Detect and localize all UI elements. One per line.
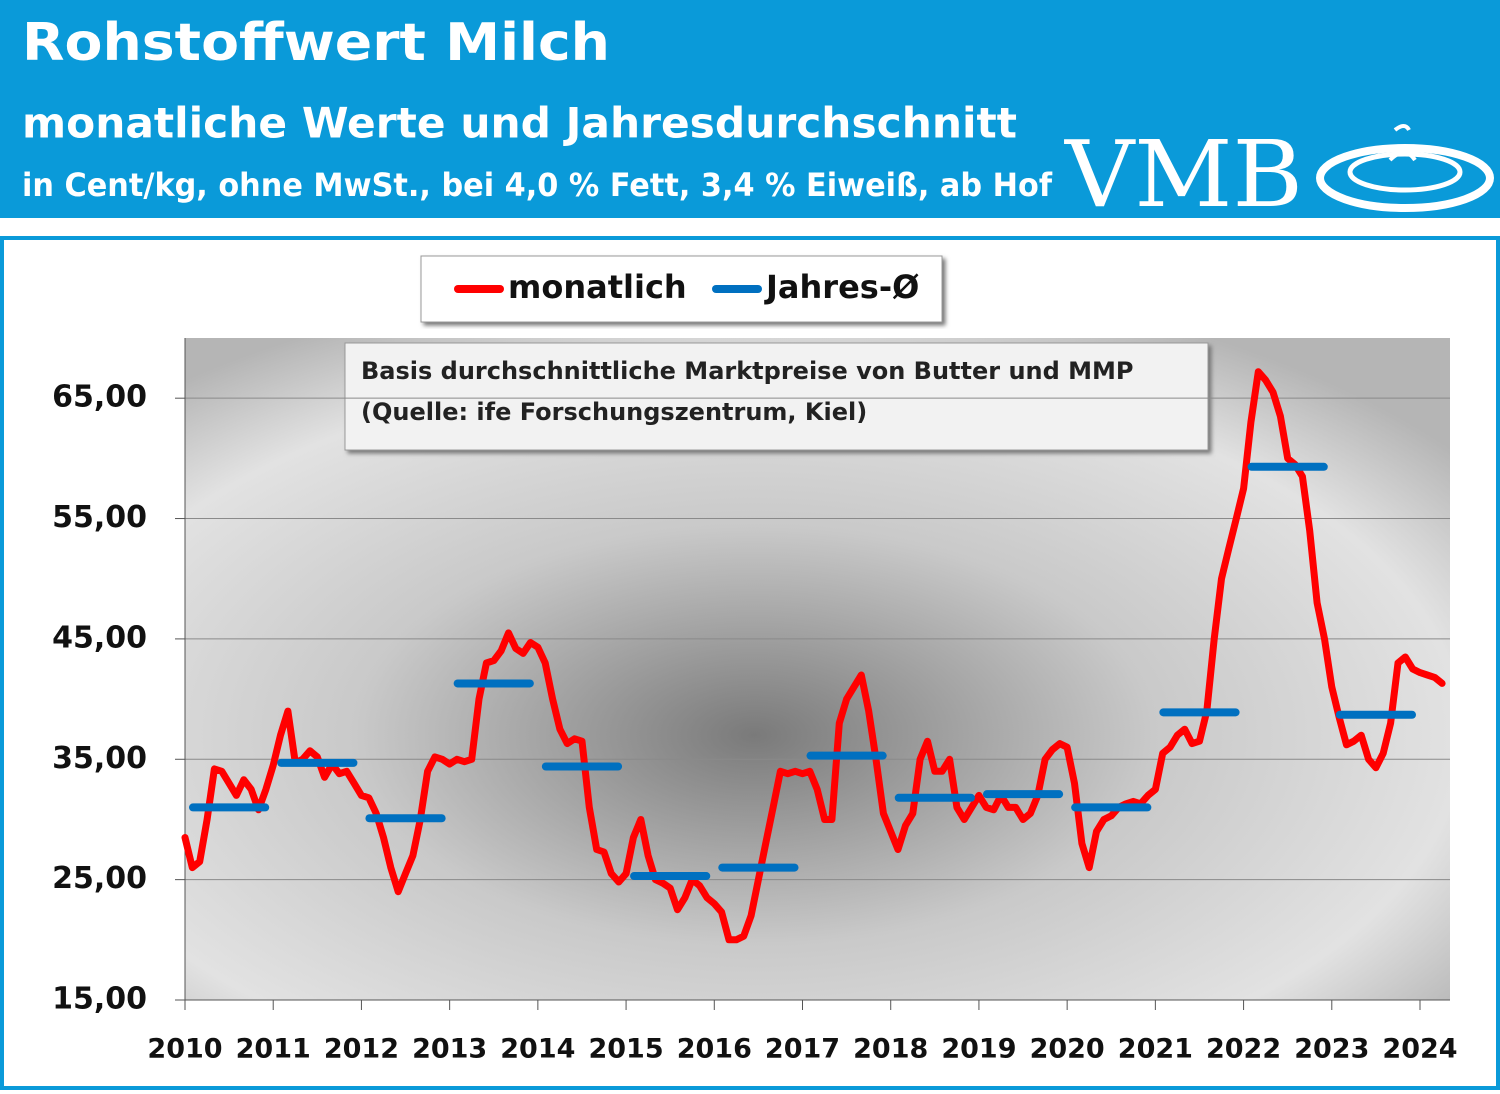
x-tick-label: 2013 bbox=[412, 1034, 487, 1065]
annotation: (Quelle: ife Forschungszentrum, Kiel) bbox=[361, 398, 867, 426]
x-tick-label: 2023 bbox=[1294, 1034, 1369, 1065]
x-tick-label: 2016 bbox=[677, 1034, 752, 1065]
note: in Cent/kg, ohne MwSt., bei 4,0 % Fett, … bbox=[22, 166, 1053, 204]
y-tick-label: 45,00 bbox=[52, 620, 147, 655]
y-tick-label: 55,00 bbox=[52, 500, 147, 535]
x-tick-label: 2010 bbox=[147, 1034, 222, 1065]
x-tick-label: 2017 bbox=[765, 1034, 840, 1065]
title: Rohstoffwert Milch bbox=[22, 13, 610, 73]
x-tick-label: 2020 bbox=[1030, 1034, 1105, 1065]
legend-label: Jahres-Ø bbox=[764, 268, 919, 306]
x-tick-label: 2014 bbox=[500, 1034, 575, 1065]
x-tick-label: 2019 bbox=[941, 1034, 1016, 1065]
x-tick-label: 2018 bbox=[853, 1034, 928, 1065]
y-tick-label: 35,00 bbox=[52, 741, 147, 776]
logo-mark bbox=[1316, 124, 1494, 212]
subtitle: monatliche Werte und Jahresdurchschnitt bbox=[22, 99, 1017, 148]
annotation: Basis durchschnittliche Marktpreise von … bbox=[361, 357, 1134, 385]
x-tick-label: 2011 bbox=[236, 1034, 311, 1065]
y-tick-label: 65,00 bbox=[52, 380, 147, 415]
x-tick-label: 2021 bbox=[1118, 1034, 1193, 1065]
x-tick-label: 2022 bbox=[1206, 1034, 1281, 1065]
x-tick-label: 2024 bbox=[1382, 1034, 1457, 1065]
logo-text: VMB bbox=[1064, 121, 1303, 228]
x-tick-label: 2015 bbox=[588, 1034, 663, 1065]
line bbox=[181, 368, 1446, 944]
x-tick-label: 2012 bbox=[324, 1034, 399, 1065]
y-tick-label: 25,00 bbox=[52, 861, 147, 896]
y-tick-label: 15,00 bbox=[52, 982, 147, 1017]
legend-label: monatlich bbox=[508, 268, 687, 306]
header-band bbox=[0, 0, 1500, 218]
legend-box bbox=[420, 255, 943, 323]
annotation-box bbox=[344, 342, 1209, 451]
